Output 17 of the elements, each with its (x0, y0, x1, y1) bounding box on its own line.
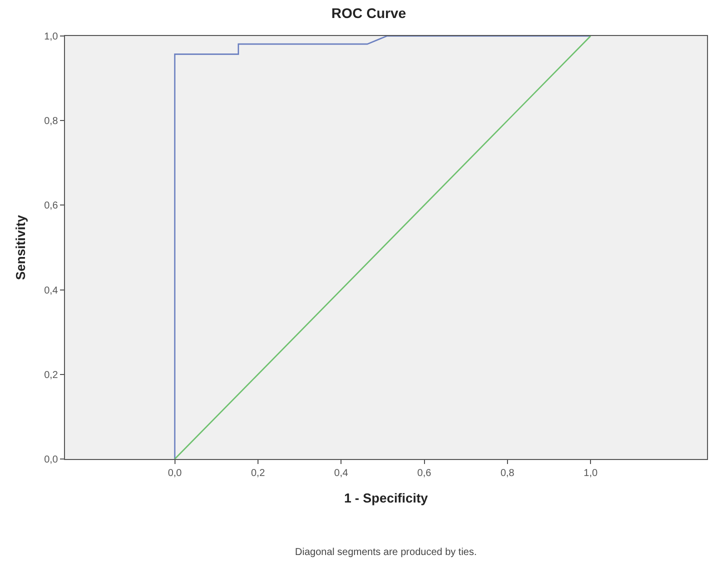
x-tick-label: 0,2 (250, 468, 266, 479)
y-tick-label: 0,0 (44, 454, 58, 466)
x-tick-label: 0,0 (168, 468, 182, 479)
text: Diagonal segments are produced by ties. (295, 547, 477, 558)
y-tick-label: 0,8 (44, 116, 58, 128)
x-axis-title: 1 - Specificity (344, 490, 429, 506)
chart-title: ROC Curve (331, 5, 406, 22)
y-tick-label: 0,6 (44, 200, 58, 212)
x-tick-label: 0,8 (500, 468, 515, 479)
y-tick-label: 1,0 (44, 32, 58, 42)
line-series (174, 36, 592, 459)
y-tick-label: 0,2 (44, 370, 58, 381)
x-tick-label: 0,6 (417, 468, 432, 479)
x-tick-label: 1,0 (584, 468, 598, 479)
y-tick-label: 0,4 (44, 285, 58, 296)
y-axis-title: Sensitivity (13, 214, 28, 280)
x-tick-label: 0,4 (334, 468, 348, 479)
